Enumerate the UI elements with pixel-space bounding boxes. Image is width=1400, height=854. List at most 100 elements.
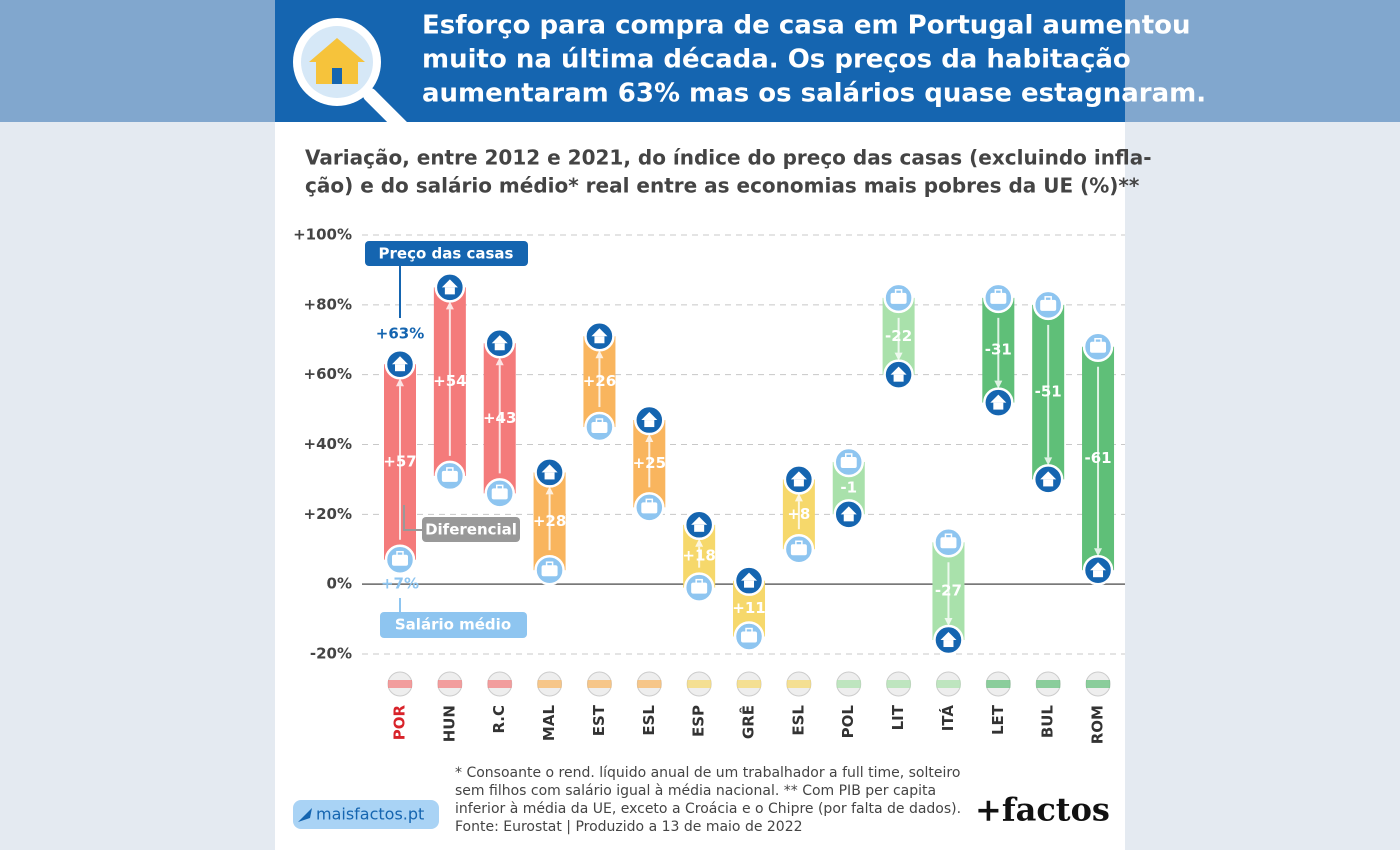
flag-stripe xyxy=(637,680,662,688)
briefcase-icon xyxy=(940,537,957,549)
house-icon xyxy=(840,506,857,515)
house-marker xyxy=(733,565,765,596)
difference-label: -51 xyxy=(1035,383,1062,401)
briefcase-icon xyxy=(441,470,458,482)
footnote: * Consoante o rend. líquido anual de um … xyxy=(455,765,961,835)
house-icon xyxy=(1090,562,1107,571)
house-icon xyxy=(494,343,505,351)
briefcase-handle xyxy=(944,533,953,540)
x-tick-label: HUN xyxy=(440,705,458,742)
title-line: Esforço para compra de casa em Portugal … xyxy=(422,11,1191,41)
wage-marker xyxy=(983,282,1014,314)
house-icon xyxy=(890,366,907,375)
arrow-head xyxy=(595,350,604,359)
footnote-line: Fonte: Eurostat | Produzido a 13 de maio… xyxy=(455,819,803,835)
house-marker xyxy=(384,348,416,380)
y-tick-label: +60% xyxy=(304,365,352,383)
site-button[interactable] xyxy=(293,800,439,829)
arrow-head xyxy=(1094,548,1103,557)
x-tick-label: LET xyxy=(989,704,1007,735)
house-icon xyxy=(694,524,705,532)
wage-marker xyxy=(683,572,715,603)
plot: -20% 0% +20% +40% +60% +80% +100% +57 POR +54 HUN +… xyxy=(293,226,1125,744)
magnifier-icon xyxy=(293,18,412,137)
wage-marker xyxy=(783,534,815,565)
briefcase-icon xyxy=(741,631,758,643)
briefcase-handle xyxy=(994,289,1003,295)
house-icon xyxy=(541,464,558,473)
house-icon xyxy=(990,394,1007,403)
x-tick-label: ESL xyxy=(789,705,807,736)
briefcase-handle xyxy=(495,484,504,491)
house-icon xyxy=(441,279,458,288)
house-marker xyxy=(1032,464,1064,495)
house-icon xyxy=(591,328,608,337)
briefcase-icon xyxy=(641,502,658,514)
house-icon xyxy=(644,420,655,428)
briefcase-icon xyxy=(1040,299,1057,311)
wage-marker xyxy=(1032,289,1064,321)
briefcase-handle xyxy=(1044,296,1052,302)
site-url[interactable]: maisfactos.pt xyxy=(316,805,424,824)
wage-marker xyxy=(484,478,515,509)
flag-stripe xyxy=(437,680,462,688)
house-icon xyxy=(1093,570,1104,578)
briefcase-handle xyxy=(745,627,753,634)
arrow-head xyxy=(894,352,903,361)
flag-stripe xyxy=(936,680,961,688)
house-icon xyxy=(594,336,605,344)
briefcase-handle xyxy=(1094,337,1102,344)
briefcase-handle xyxy=(645,498,654,505)
difference-label: +18 xyxy=(682,547,715,565)
title-line: muito na última década. Os preços da hab… xyxy=(422,45,1131,75)
difference-label: -22 xyxy=(885,327,912,345)
y-tick-label: +100% xyxy=(293,226,352,244)
arrow-head xyxy=(1044,457,1053,466)
flag-stripe xyxy=(986,680,1011,688)
flag-stripe xyxy=(1086,680,1111,688)
arrow-head xyxy=(794,493,803,502)
flag-stripe xyxy=(737,680,762,688)
x-tick-label: LIT xyxy=(889,704,907,730)
y-tick-label: +80% xyxy=(304,295,352,313)
wage-marker xyxy=(933,527,964,558)
briefcase-icon xyxy=(790,544,807,556)
briefcase-handle xyxy=(595,418,604,424)
y-tick-label: -20% xyxy=(310,645,352,663)
legend-label: Diferencial xyxy=(425,521,517,539)
x-tick-label: R.C xyxy=(490,705,508,734)
briefcase-handle xyxy=(446,467,454,473)
house-icon xyxy=(940,632,957,641)
briefcase-icon xyxy=(990,292,1007,304)
annotation: +7% xyxy=(381,575,419,593)
difference-label: +28 xyxy=(533,512,566,530)
arrow-head xyxy=(994,380,1003,389)
x-tick-label: ITÁ xyxy=(938,705,957,732)
briefcase-handle xyxy=(894,289,903,295)
difference-label: -61 xyxy=(1084,449,1111,467)
flag-stripe xyxy=(687,680,712,688)
x-tick-label: ESP xyxy=(690,705,708,737)
legend-label: Preço das casas xyxy=(379,245,514,263)
briefcase-handle xyxy=(545,561,554,567)
x-tick-label: EST xyxy=(590,704,608,736)
arrow-head xyxy=(645,434,654,443)
house-marker xyxy=(983,387,1014,418)
flag-stripe xyxy=(587,680,612,688)
briefcase-handle xyxy=(396,550,404,557)
house-icon xyxy=(691,516,708,525)
house-marker xyxy=(883,359,914,390)
subtitle-line: Variação, entre 2012 e 2021, do índice d… xyxy=(305,146,1152,170)
difference-label: -1 xyxy=(840,479,857,497)
y-tick-label: +40% xyxy=(304,435,352,453)
house-marker xyxy=(1082,554,1114,586)
arrow-head xyxy=(545,486,554,495)
house-marker xyxy=(833,499,864,530)
house-icon xyxy=(491,335,508,344)
x-tick-label: ESL xyxy=(640,705,658,736)
x-tick-label: GRÊ xyxy=(739,705,758,739)
briefcase-icon xyxy=(840,456,857,468)
briefcase-icon xyxy=(1090,341,1107,353)
difference-label: +43 xyxy=(483,409,516,427)
